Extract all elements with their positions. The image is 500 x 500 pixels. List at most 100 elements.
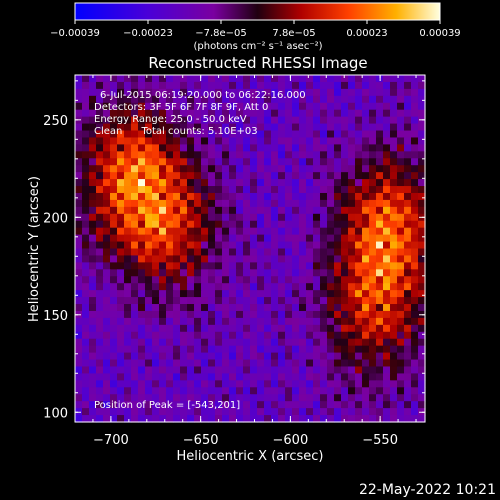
heatmap-cell: [152, 262, 160, 270]
heatmap-cell: [250, 415, 258, 423]
heatmap-cell: [327, 199, 335, 208]
heatmap-cell: [257, 95, 265, 104]
heatmap-cell: [285, 380, 293, 388]
heatmap-cell: [152, 88, 160, 97]
heatmap-cell: [313, 81, 321, 90]
heatmap-cell: [411, 75, 419, 83]
heatmap-cell: [222, 248, 230, 257]
heatmap-cell: [96, 310, 104, 319]
heatmap-cell: [187, 234, 195, 243]
heatmap-cell: [306, 109, 314, 118]
heatmap-cell: [131, 109, 139, 118]
heatmap-cell: [96, 359, 104, 368]
heatmap-cell: [299, 401, 307, 409]
heatmap-cell: [313, 227, 321, 236]
heatmap-cell: [334, 317, 342, 326]
heatmap-cell: [264, 290, 272, 298]
heatmap-cell: [334, 165, 342, 173]
heatmap-cell: [418, 234, 426, 243]
heatmap-cell: [243, 394, 251, 402]
heatmap-cell: [376, 158, 384, 166]
heatmap-cell: [411, 290, 419, 298]
heatmap-cell: [383, 165, 391, 173]
heatmap-cell: [236, 359, 244, 368]
heatmap-cell: [243, 262, 251, 270]
heatmap-cell: [236, 186, 244, 194]
heatmap-cell: [229, 88, 237, 97]
heatmap-cell: [362, 310, 370, 319]
heatmap-cell: [215, 317, 223, 326]
heatmap-cell: [404, 276, 412, 284]
y-axis-ticks: [75, 80, 425, 413]
heatmap-cell: [131, 401, 139, 409]
heatmap-cell: [299, 408, 307, 416]
heatmap-cell: [152, 151, 160, 159]
heatmap-cell: [411, 387, 419, 395]
heatmap-cell: [152, 123, 160, 132]
heatmap-cell: [327, 394, 335, 402]
heatmap-cell: [264, 366, 272, 375]
heatmap-cell: [82, 109, 90, 118]
heatmap-cell: [397, 255, 405, 263]
heatmap-cell: [117, 304, 125, 312]
heatmap-cell: [390, 102, 398, 111]
heatmap-cell: [306, 95, 314, 104]
heatmap-cell: [292, 95, 300, 104]
heatmap-cell: [145, 116, 153, 125]
heatmap-cell: [208, 310, 216, 319]
heatmap-cell: [278, 88, 286, 97]
heatmap-cell: [103, 324, 111, 333]
heatmap-cell: [383, 401, 391, 409]
heatmap-cell: [236, 331, 244, 340]
heatmap-cell: [201, 75, 209, 83]
heatmap-cell: [341, 352, 349, 361]
heatmap-cell: [355, 130, 363, 139]
heatmap-cell: [180, 408, 188, 416]
heatmap-cell: [180, 75, 188, 83]
heatmap-cell: [257, 373, 265, 381]
heatmap-cell: [362, 137, 370, 145]
heatmap-cell: [124, 144, 132, 152]
heatmap-cell: [271, 165, 279, 173]
heatmap-cell: [103, 255, 111, 263]
heatmap-cell: [103, 317, 111, 326]
heatmap-cell: [418, 373, 426, 381]
heatmap-cell: [208, 387, 216, 395]
heatmap-cell: [271, 144, 279, 152]
heatmap-cell: [404, 88, 412, 97]
heatmap-cell: [404, 352, 412, 361]
heatmap-cell: [292, 88, 300, 97]
heatmap-cell: [327, 137, 335, 145]
heatmap-cell: [173, 415, 181, 423]
heatmap-cell: [404, 241, 412, 250]
heatmap-cell: [187, 75, 195, 83]
heatmap-cell: [369, 408, 377, 416]
heatmap-cell: [418, 151, 426, 159]
heatmap-cell: [208, 338, 216, 347]
heatmap-cell: [222, 317, 230, 326]
heatmap-cell: [264, 172, 272, 180]
heatmap-cell: [243, 151, 251, 159]
heatmap-cell: [82, 297, 90, 305]
heatmap-cell: [110, 137, 118, 145]
heatmap-cell: [166, 206, 174, 215]
heatmap-cell: [278, 338, 286, 347]
heatmap-cell: [166, 165, 174, 173]
heatmap-cell: [383, 213, 391, 222]
heatmap-cell: [397, 88, 405, 97]
heatmap-cell: [222, 331, 230, 340]
heatmap-cell: [236, 88, 244, 97]
heatmap-cell: [397, 227, 405, 236]
heatmap-cell: [236, 165, 244, 173]
heatmap-cell: [117, 366, 125, 375]
heatmap-cell: [418, 297, 426, 305]
heatmap-cell: [292, 415, 300, 423]
heatmap-cell: [117, 276, 125, 284]
heatmap-cell: [173, 172, 181, 180]
heatmap-cell: [124, 206, 132, 215]
heatmap-cell: [124, 248, 132, 257]
heatmap-cell: [390, 262, 398, 270]
heatmap-cell: [187, 165, 195, 173]
heatmap-cell: [257, 116, 265, 125]
heatmap-cell: [404, 401, 412, 409]
